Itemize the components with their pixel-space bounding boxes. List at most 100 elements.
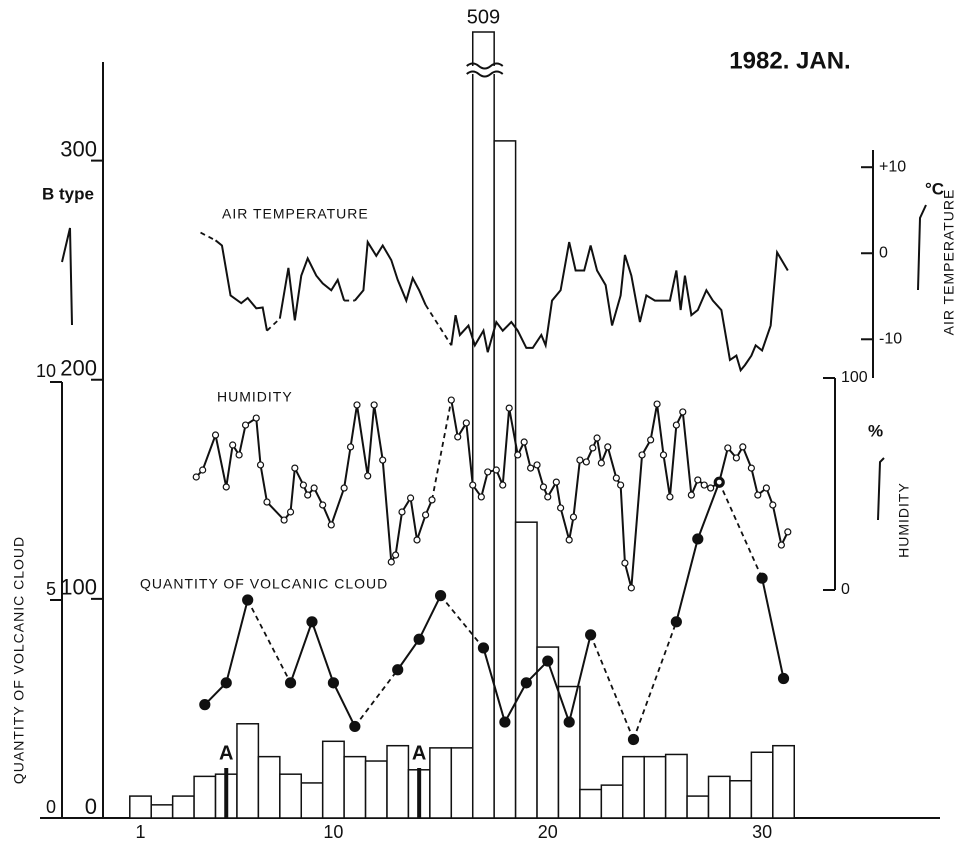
gap-connector bbox=[431, 399, 453, 501]
point bbox=[653, 400, 661, 408]
point bbox=[211, 431, 220, 439]
point bbox=[256, 461, 265, 469]
bar bbox=[150, 804, 174, 819]
bar bbox=[729, 779, 753, 819]
point bbox=[739, 443, 747, 451]
point bbox=[617, 481, 625, 489]
annotation-text: A bbox=[219, 742, 233, 764]
line bbox=[396, 595, 442, 671]
bar bbox=[557, 685, 581, 819]
line bbox=[675, 481, 721, 623]
point bbox=[284, 677, 297, 689]
point bbox=[286, 508, 295, 516]
x-tick-label: 30 bbox=[752, 822, 772, 842]
point bbox=[349, 720, 361, 733]
point bbox=[242, 594, 254, 606]
point bbox=[327, 677, 340, 689]
point bbox=[756, 572, 768, 584]
gap-connector bbox=[200, 231, 216, 242]
bar bbox=[343, 755, 367, 819]
point bbox=[692, 533, 704, 545]
point bbox=[505, 404, 513, 412]
point bbox=[469, 481, 477, 489]
point bbox=[627, 733, 640, 746]
decoration bbox=[877, 457, 885, 521]
bar bbox=[600, 784, 624, 819]
point bbox=[222, 483, 230, 491]
y-tick-label: 200 bbox=[60, 356, 97, 381]
point bbox=[319, 501, 327, 509]
bar bbox=[193, 775, 217, 819]
point bbox=[391, 551, 400, 559]
bar bbox=[171, 795, 195, 819]
point bbox=[199, 699, 211, 711]
point bbox=[687, 491, 695, 499]
point bbox=[589, 444, 597, 452]
point bbox=[533, 461, 541, 469]
bar bbox=[386, 744, 410, 819]
y3-unit: °C bbox=[925, 179, 944, 198]
point bbox=[447, 396, 455, 404]
y-tick-label: 0 bbox=[85, 794, 97, 819]
bar bbox=[493, 140, 517, 819]
point bbox=[370, 401, 378, 409]
point bbox=[747, 464, 755, 472]
y4-tick-label: 0 bbox=[841, 581, 850, 598]
point bbox=[597, 459, 605, 467]
point bbox=[565, 536, 573, 544]
point bbox=[621, 559, 629, 567]
point bbox=[220, 677, 232, 689]
y-tick-label: 100 bbox=[60, 575, 97, 600]
point bbox=[199, 466, 207, 474]
line bbox=[195, 404, 433, 566]
x-tick-label: 10 bbox=[323, 822, 343, 842]
y2-axis-label: QUANTITY OF VOLCANIC CLOUD bbox=[11, 536, 27, 784]
line bbox=[450, 399, 789, 589]
point bbox=[413, 536, 421, 544]
gap-connector bbox=[354, 669, 399, 727]
point bbox=[428, 496, 436, 504]
line bbox=[278, 255, 346, 321]
bar bbox=[236, 723, 260, 819]
point bbox=[769, 501, 777, 509]
gap-connector bbox=[589, 634, 635, 740]
bar bbox=[429, 747, 453, 819]
gap-connector bbox=[424, 304, 453, 346]
y3-tick-label: +10 bbox=[879, 158, 906, 175]
point bbox=[291, 464, 299, 472]
point bbox=[514, 451, 522, 459]
point bbox=[563, 716, 575, 728]
bar bbox=[129, 795, 152, 819]
point bbox=[398, 508, 406, 516]
point bbox=[659, 451, 668, 459]
point bbox=[299, 481, 308, 489]
bar-value-label: 509 bbox=[467, 6, 500, 28]
point bbox=[280, 516, 288, 524]
bar bbox=[772, 744, 795, 819]
point bbox=[647, 436, 655, 444]
point bbox=[520, 677, 532, 689]
y2-tick-label: 0 bbox=[46, 797, 56, 817]
point bbox=[421, 511, 430, 519]
point bbox=[392, 664, 404, 676]
point bbox=[477, 493, 485, 501]
point bbox=[477, 642, 490, 654]
point bbox=[627, 584, 635, 592]
point bbox=[499, 716, 511, 728]
line bbox=[214, 239, 268, 331]
y4-axis-label: HUMIDITY bbox=[896, 482, 912, 558]
point bbox=[484, 468, 492, 476]
point bbox=[666, 493, 674, 501]
bar bbox=[686, 795, 710, 819]
point bbox=[353, 401, 361, 409]
point bbox=[499, 481, 507, 489]
axis-break bbox=[466, 70, 504, 78]
line bbox=[204, 599, 249, 706]
point bbox=[582, 458, 590, 466]
bar bbox=[257, 755, 281, 819]
point bbox=[304, 491, 312, 499]
point bbox=[724, 444, 732, 452]
point bbox=[585, 629, 597, 641]
point bbox=[520, 438, 528, 446]
point bbox=[462, 419, 470, 427]
